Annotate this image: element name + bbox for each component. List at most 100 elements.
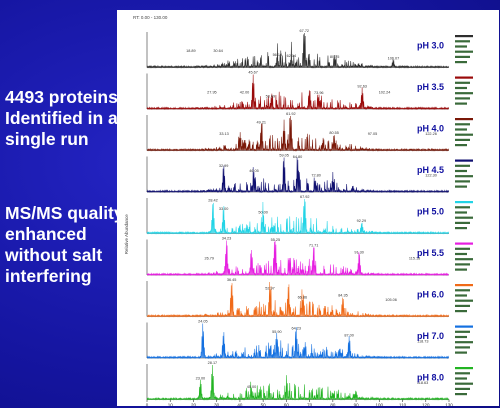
legend-mark [455, 382, 473, 385]
peak-label: 118.73 [417, 339, 428, 343]
peak-label: 55.90 [272, 330, 282, 334]
legend-mark [455, 211, 467, 214]
legend-mark [455, 268, 467, 271]
legend-mark [455, 351, 467, 354]
peak-label: 56.10 [273, 53, 283, 57]
series-trace [146, 115, 449, 152]
legend-mark [455, 123, 470, 126]
legend-mark [455, 252, 467, 256]
legend-mark [455, 304, 470, 307]
legend-mark [455, 55, 470, 58]
peak-label: 66.86 [298, 295, 308, 299]
peak-label: 67.72 [300, 29, 310, 33]
claim-line: Identified in a [5, 108, 118, 128]
chart-header: RT: 0.00 - 130.00 [133, 15, 168, 20]
series-trace [146, 240, 449, 277]
peak-label: 64.80 [293, 155, 303, 159]
x-tick-label: 40 [237, 403, 243, 407]
legend-mark [455, 227, 467, 230]
series-trace [146, 323, 449, 360]
legend-mark [455, 169, 467, 173]
peak-label: 91.30 [354, 250, 364, 254]
legend-mark [455, 92, 473, 95]
peak-label: 45.67 [248, 71, 258, 75]
legend-mark [455, 387, 470, 390]
claim-line: enhanced [5, 224, 87, 244]
legend-mark [455, 128, 467, 131]
peak-label: 62.14 [287, 54, 297, 58]
series-trace [146, 32, 449, 69]
legend-mark [455, 258, 473, 261]
peak-label: 59.05 [279, 154, 289, 158]
legend-mark [455, 76, 473, 79]
legend-mark [455, 216, 473, 219]
claim-line: interfering [5, 266, 92, 286]
legend-mark [455, 263, 470, 266]
y-axis-label: Relative Abundance [124, 214, 129, 255]
peak-label: 18.89 [186, 49, 196, 53]
x-tick-label: 120 [422, 403, 430, 407]
peak-label: 30.64 [213, 49, 223, 53]
claim-protein-count: 4493 proteins Identified in a single run [5, 87, 118, 150]
peak-label: 24.05 [198, 320, 208, 324]
x-tick-label: 30 [214, 403, 220, 407]
legend-mark [455, 247, 470, 250]
legend-mark [455, 97, 470, 100]
series-label: pH 4.0 [417, 124, 444, 134]
series-trace [146, 157, 449, 194]
peak-label: 36.45 [227, 278, 237, 282]
peak-label: 33.13 [219, 132, 229, 136]
peak-label: 23.00 [196, 377, 206, 381]
peak-label: 71.71 [309, 243, 319, 247]
legend-mark [455, 185, 467, 188]
x-tick-label: 60 [284, 403, 290, 407]
x-tick-label: 10 [168, 403, 174, 407]
peak-label: 118.63 [417, 381, 428, 385]
x-tick-label: 20 [191, 403, 197, 407]
x-tick-label: 90 [354, 403, 360, 407]
peak-label: 61.92 [286, 112, 296, 116]
legend-mark [455, 294, 467, 297]
peak-label: 73.96 [314, 91, 324, 95]
peak-label: 115.18 [409, 256, 420, 260]
peak-label: 64.23 [291, 326, 301, 330]
legend-mark [455, 138, 470, 141]
legend-mark [455, 325, 473, 328]
legend-mark [455, 346, 470, 349]
peak-label: 45.00 [247, 385, 257, 389]
claim-line: without salt [5, 245, 103, 265]
series-label: pH 8.0 [417, 373, 444, 383]
peak-label: 80.75 [330, 55, 340, 59]
legend-mark [455, 242, 473, 245]
peak-label: 33.00 [219, 207, 229, 211]
peak-label: 42.00 [240, 90, 250, 94]
legend-mark [455, 206, 470, 209]
peak-label: 34.23 [222, 237, 232, 241]
peak-label: 46.05 [249, 169, 259, 173]
series-label: pH 3.0 [417, 41, 444, 51]
legend-mark [455, 159, 473, 162]
peak-label: 28.42 [208, 198, 218, 202]
peak-label: 52.97 [265, 287, 275, 291]
legend-mark [455, 341, 473, 344]
peak-label: 105.06 [385, 298, 397, 302]
peak-label: 50.00 [258, 211, 268, 215]
series-label: pH 6.0 [417, 290, 444, 300]
legend-mark [455, 180, 470, 183]
legend-mark [455, 81, 470, 84]
x-tick-label: 110 [399, 403, 407, 407]
peak-label: 102.24 [379, 90, 391, 94]
x-tick-label: 100 [376, 403, 384, 407]
legend-mark [455, 118, 473, 121]
peak-label: 80.55 [329, 131, 339, 135]
x-tick-label: 80 [330, 403, 336, 407]
legend-mark [455, 377, 467, 380]
legend-mark [455, 45, 467, 48]
series-label: pH 7.0 [417, 331, 444, 341]
legend-mark [455, 330, 470, 333]
legend-mark [455, 310, 467, 313]
peak-label: 72.80 [311, 173, 321, 177]
series-label: pH 3.5 [417, 82, 444, 92]
peak-label: 106.07 [388, 57, 400, 61]
peak-label: 84.35 [338, 294, 348, 298]
